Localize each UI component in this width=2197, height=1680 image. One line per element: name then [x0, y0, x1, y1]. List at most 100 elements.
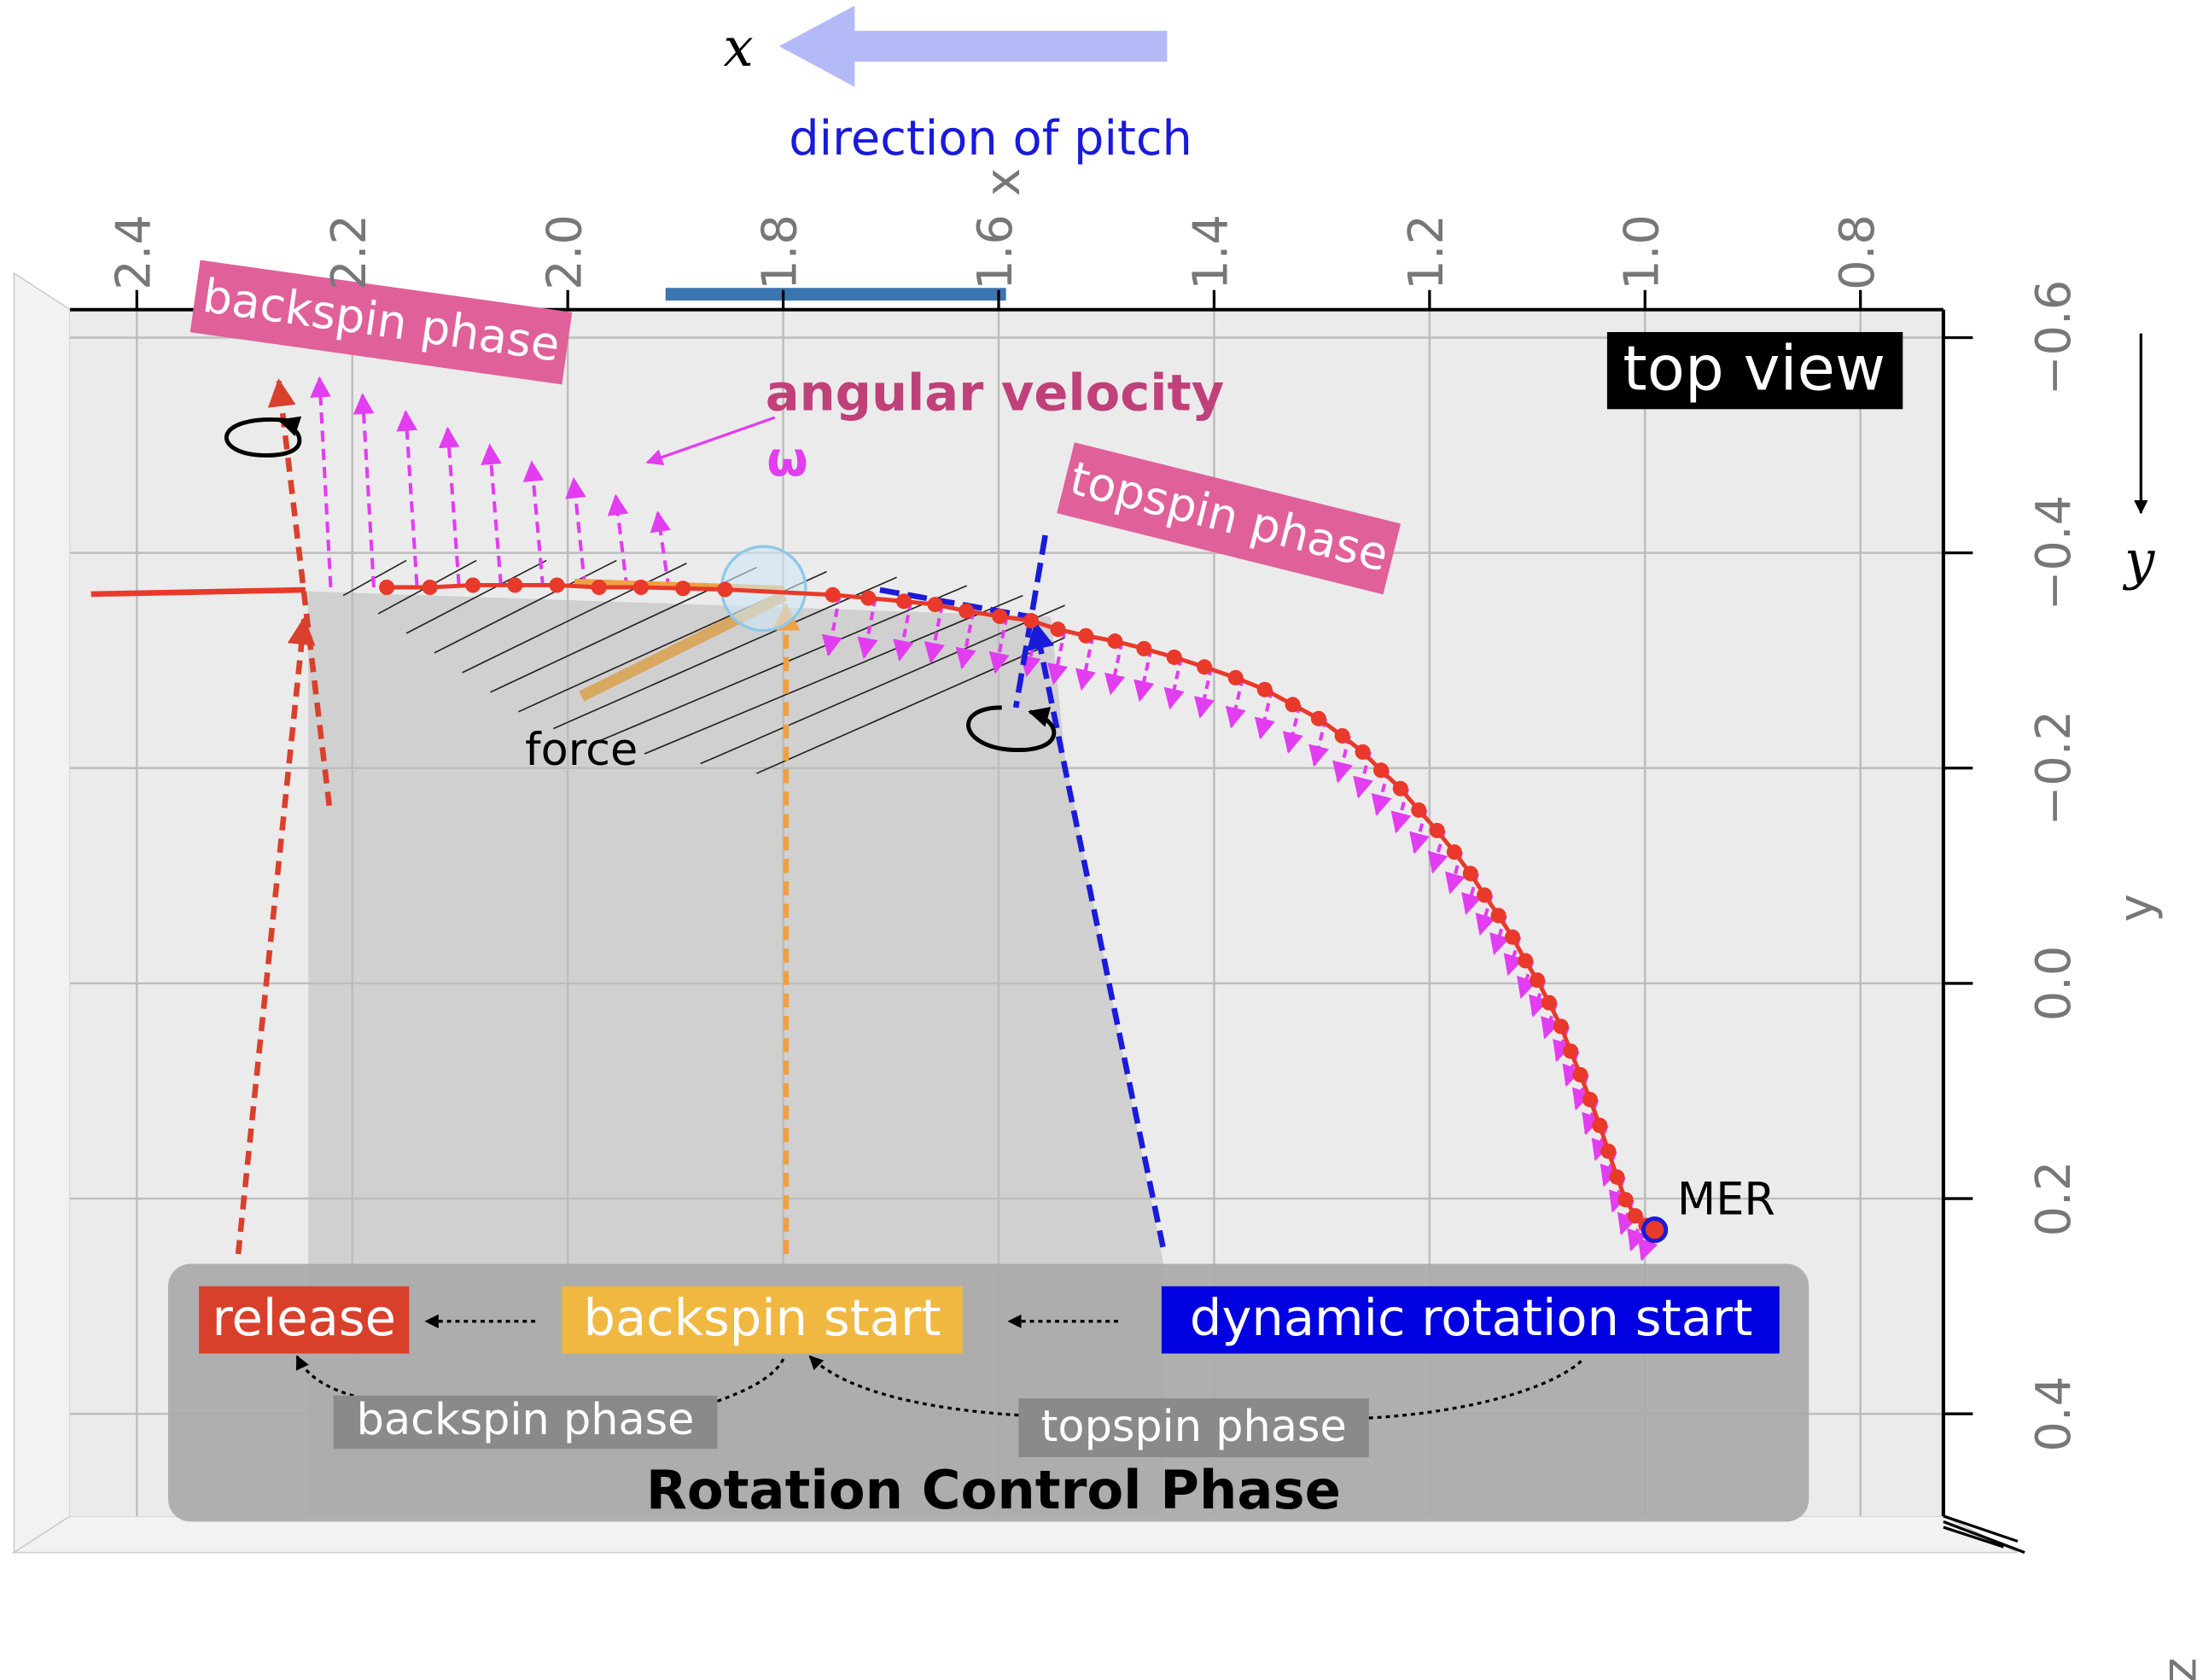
trajectory-point	[959, 603, 975, 619]
trajectory-point	[1078, 627, 1094, 644]
trajectory-point	[1563, 1043, 1579, 1059]
x-tick-label: 1.4	[1184, 214, 1239, 290]
rotation-control-phase: Rotation Control Phase	[646, 1459, 1341, 1521]
omega-arrow	[1163, 656, 1185, 710]
x-tick-label: 1.2	[1399, 214, 1454, 290]
trajectory-point	[1600, 1143, 1617, 1159]
x-tick-label: 1.0	[1614, 214, 1670, 290]
y-tick-label: −0.4	[2026, 495, 2082, 610]
pitch-direction: direction of pitch	[789, 111, 1192, 166]
trajectory-point	[1285, 697, 1301, 713]
force-hatch	[342, 559, 1065, 774]
trajectory-point	[1553, 1018, 1569, 1035]
topspin-phase-box	[1018, 1398, 1369, 1458]
omega-arrow	[1308, 718, 1330, 767]
omega-arrow	[481, 443, 503, 586]
annotation-label: MER	[1677, 1173, 1775, 1225]
x-tick-label: 0.8	[1830, 214, 1885, 290]
release-box	[199, 1286, 410, 1354]
view-box	[1606, 332, 1903, 410]
trajectory-point	[825, 586, 841, 603]
y-tick-label: −0.6	[2026, 280, 2082, 395]
x-tick-label: 2.2	[322, 214, 377, 290]
trajectory-point	[1490, 907, 1506, 924]
trajectory-point	[591, 579, 607, 596]
x-axis-label: x	[976, 168, 1031, 196]
y-tick-label: 0.4	[2026, 1376, 2082, 1452]
rotation-arrow	[966, 705, 1057, 753]
trajectory-point	[1446, 844, 1462, 860]
trajectory-point	[1197, 659, 1213, 675]
trajectory-point	[1518, 953, 1534, 969]
trajectory-point	[1411, 802, 1427, 818]
force-label: force	[525, 724, 638, 776]
omega-arrow	[310, 376, 333, 588]
trajectory-point	[507, 577, 523, 593]
omega-arrow	[1254, 689, 1275, 740]
trajectory-point	[1227, 669, 1244, 685]
trajectory-point	[549, 577, 565, 593]
x-tick-label: 1.8	[753, 214, 808, 290]
omega-arrow	[353, 393, 376, 588]
trajectory-point	[422, 579, 438, 596]
view-label: top view	[1623, 334, 1885, 405]
backspin-phase-label: backspin phase	[357, 1394, 695, 1444]
pitch-arrow	[778, 5, 1168, 87]
omega-arrow	[1020, 620, 1041, 678]
trajectory-point	[1373, 762, 1390, 779]
angular-velocity: angular velocity	[766, 364, 1225, 423]
omega-arrow	[607, 493, 629, 589]
trajectory-point	[927, 597, 943, 613]
trajectory-point	[1107, 633, 1123, 650]
trajectory-point	[1541, 995, 1557, 1011]
trajectory-point	[992, 609, 1008, 625]
z-axis-label: z	[2153, 1658, 2197, 1680]
dynamic-rotation-start: dynamic rotation start	[1190, 1288, 1752, 1347]
omega-arrow	[1075, 635, 1096, 691]
y-tick-label: −0.2	[2026, 710, 2082, 825]
trajectory-point	[1592, 1117, 1608, 1134]
z-ticks	[1943, 1514, 2025, 1555]
y-arrow-symbol: y	[2122, 529, 2155, 592]
rotation-arrow	[224, 416, 302, 458]
omega-arrow	[857, 598, 878, 659]
backspin-tag: backspin phase	[189, 260, 573, 385]
trajectory-point	[1477, 887, 1493, 903]
omega-arrow	[924, 604, 945, 664]
y-tick-label: 0.0	[2026, 946, 2082, 1022]
trajectory-point	[1392, 780, 1408, 796]
trajectory-point	[379, 579, 395, 596]
omega-arrow	[1133, 648, 1155, 703]
omega-arrow	[955, 610, 976, 670]
phase-arrows	[295, 1314, 1585, 1420]
trajectory-point	[1530, 972, 1546, 989]
backspin-start-box	[562, 1286, 963, 1354]
trajectory-point	[1617, 1192, 1634, 1208]
omega-arrow	[893, 600, 914, 662]
omega-arrow	[1194, 666, 1215, 719]
omega-arrow	[396, 410, 419, 586]
omega-arrow	[1225, 677, 1246, 729]
trajectory-point	[717, 581, 733, 598]
trajectory-point	[1166, 649, 1182, 665]
trajectory-point	[1609, 1169, 1625, 1185]
annotation-point	[1641, 1216, 1669, 1244]
pitch-axis-symbol: x	[724, 16, 754, 79]
omega-arrow	[1046, 628, 1069, 685]
trajectory-point	[1627, 1208, 1643, 1224]
trajectory-point	[860, 590, 877, 606]
omega-pointer	[645, 416, 776, 466]
trajectory-point	[1050, 621, 1066, 638]
omega-arrow	[522, 460, 545, 588]
trajectory-point	[1256, 681, 1273, 697]
trajectory-point	[1310, 710, 1326, 726]
x-tick-label: 2.0	[537, 214, 592, 290]
omega-arrow	[821, 594, 842, 657]
omega-arrow	[988, 615, 1010, 674]
dynamic-rotation-box	[1161, 1286, 1780, 1354]
trajectory	[379, 577, 1669, 1244]
trajectory-point	[1334, 727, 1350, 744]
topspin-phase-label: topspin phase	[1040, 1401, 1346, 1451]
trajectory-point	[1355, 744, 1371, 760]
